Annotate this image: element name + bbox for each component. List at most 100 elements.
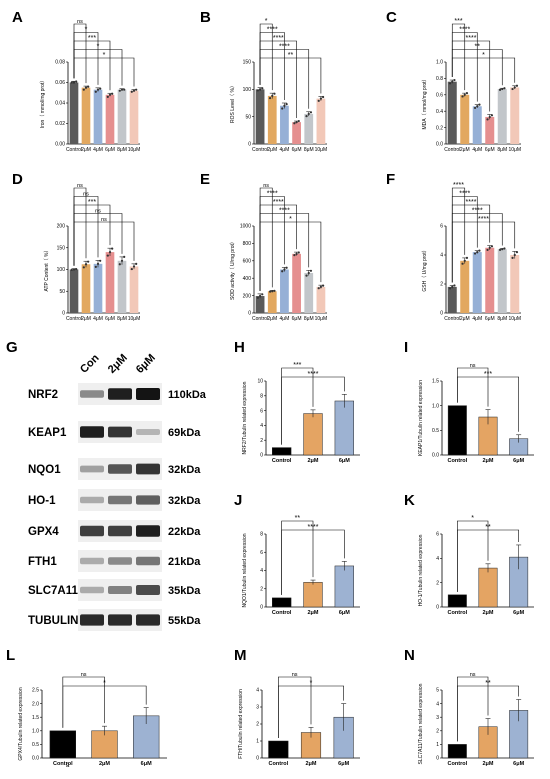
blot-kda-label: 32kDa <box>168 464 201 476</box>
data-point <box>273 92 276 95</box>
data-point <box>75 80 78 83</box>
significance-label: * <box>310 680 313 687</box>
panel-label: A <box>12 9 23 26</box>
significance-label: ns <box>470 363 476 369</box>
significance-label: **** <box>273 35 284 42</box>
bar <box>497 89 507 144</box>
data-point <box>99 259 102 262</box>
x-tick-label: 8μM <box>117 316 127 322</box>
y-tick-label: 0 <box>436 605 439 611</box>
y-tick-label: 5 <box>436 688 439 694</box>
data-point <box>130 267 133 271</box>
panel-label: D <box>12 171 23 188</box>
data-point <box>94 90 97 93</box>
y-tick-label: 2 <box>256 722 259 728</box>
blot-kda-label: 110kDa <box>168 389 207 401</box>
data-point <box>108 251 112 254</box>
significance-bracket <box>451 57 516 83</box>
y-tick-label: 100 <box>57 267 66 273</box>
data-point <box>135 88 138 91</box>
blot-band <box>136 388 160 400</box>
data-point <box>256 296 259 299</box>
x-tick-label: Control <box>448 458 468 464</box>
y-axis-label: SOD activity（ U/mg prot） <box>230 239 236 300</box>
bar <box>460 94 470 144</box>
significance-label: ns <box>77 19 83 25</box>
significance-label: *** <box>88 199 96 206</box>
bar <box>81 87 91 144</box>
data-point <box>322 284 325 287</box>
y-tick-label: 6 <box>436 532 439 538</box>
x-tick-label: 2μM <box>81 147 91 153</box>
x-tick-label: 8μM <box>497 316 507 322</box>
panel-label: J <box>234 492 242 509</box>
x-tick-label: Control <box>444 147 460 153</box>
footnote-text: a <box>66 763 70 769</box>
x-tick-label: 2μM <box>307 458 318 464</box>
y-tick-label: 50 <box>245 114 251 120</box>
data-point <box>448 82 452 85</box>
y-tick-label: 2 <box>440 282 443 288</box>
y-tick-label: 1000 <box>240 224 251 230</box>
x-tick-label: Control <box>448 761 468 767</box>
x-tick-label: 2μM <box>305 761 316 767</box>
y-tick-label: 0.2 <box>436 125 443 131</box>
significance-bracket <box>259 221 322 291</box>
panel-label: L <box>6 647 15 664</box>
bar <box>129 90 139 144</box>
data-point <box>268 290 272 293</box>
bar <box>255 296 265 313</box>
x-tick-label: 2μM <box>482 610 493 616</box>
significance-label: *** <box>293 362 301 369</box>
data-point <box>451 80 454 83</box>
blot-band <box>108 557 132 565</box>
y-tick-label: 1.5 <box>32 715 39 721</box>
lane-label: Con <box>78 352 102 376</box>
significance-bracket <box>73 40 111 91</box>
data-point <box>317 287 320 290</box>
y-axis-label: GSH（ U/mg prot） <box>422 247 428 291</box>
significance-bracket <box>73 187 87 266</box>
y-tick-label: 50 <box>59 289 65 295</box>
data-point <box>488 115 491 119</box>
panel-i-chart: I 0.0 0.5 1.0 1.5 KEAP1/Tubulin related expre… <box>404 339 534 464</box>
significance-bracket <box>62 685 147 728</box>
data-point <box>111 247 114 250</box>
bar <box>267 95 277 144</box>
y-tick-label: 0.4 <box>436 109 443 115</box>
x-tick-label: 10μM <box>128 147 141 153</box>
y-axis-label: SLC7A11/Tubulin related expression <box>418 683 424 764</box>
data-point <box>317 99 320 102</box>
panel-b-chart: B 0 50 100 150 ROS Level（ %） Control 2μM 4μM 6μM 8… <box>200 9 327 153</box>
data-point <box>132 89 136 92</box>
data-point <box>319 285 323 288</box>
data-point <box>75 267 78 271</box>
panel-j-chart: J 0 2 4 6 8 NQO1/Tubulin related expression Con… <box>234 492 360 616</box>
data-point <box>453 284 456 287</box>
y-tick-label: 0 <box>248 311 251 317</box>
bar <box>304 272 314 313</box>
panel-label: N <box>404 647 415 664</box>
bar <box>105 252 115 313</box>
significance-label: * <box>97 43 100 50</box>
panel-label: B <box>200 9 211 26</box>
data-point <box>465 92 469 95</box>
x-tick-label: 4μM <box>280 147 290 153</box>
data-point <box>108 93 112 96</box>
panel-label: K <box>404 492 415 509</box>
y-tick-label: 4 <box>260 568 263 574</box>
data-point <box>261 87 264 90</box>
y-tick-label: 0 <box>248 142 251 148</box>
y-tick-label: 4 <box>440 253 443 259</box>
data-point <box>273 289 276 292</box>
bar <box>69 82 79 144</box>
x-tick-label: 6μM <box>292 147 302 153</box>
data-point <box>72 81 76 84</box>
significance-bracket <box>259 23 273 91</box>
bar <box>280 105 289 144</box>
y-tick-label: 2.5 <box>32 688 39 694</box>
significance-bracket <box>73 57 135 87</box>
x-tick-label: 8μM <box>304 316 314 322</box>
blot-protein-label: HO-1 <box>28 495 56 507</box>
data-point <box>258 294 262 298</box>
